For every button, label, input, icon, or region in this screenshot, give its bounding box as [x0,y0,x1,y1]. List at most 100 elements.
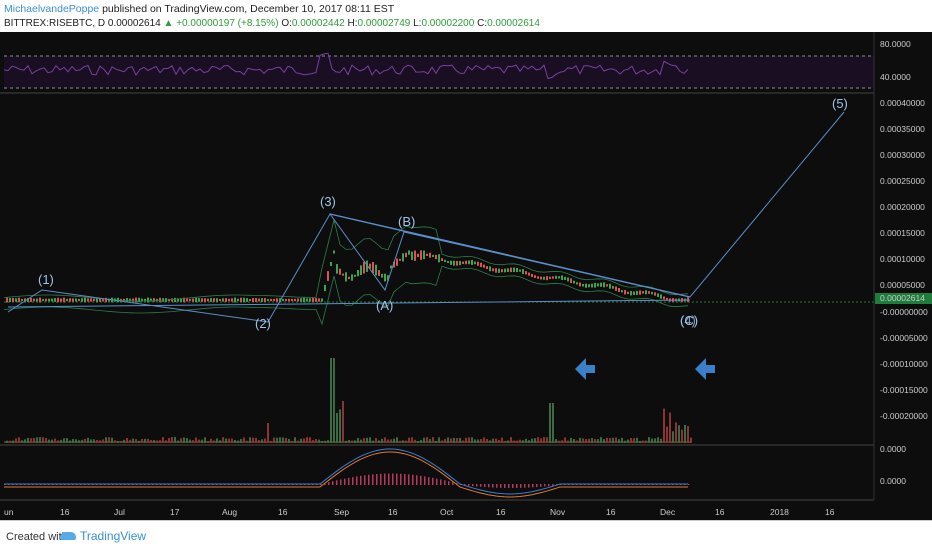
macd-histogram-bar [552,484,554,486]
macd-histogram-bar [380,473,382,485]
volume-bar [435,440,437,443]
candle [246,298,248,302]
candle [327,271,329,281]
candle [84,297,86,303]
volume-bars [4,358,692,443]
candle [129,298,131,302]
volume-bar [24,439,26,443]
candle [63,297,65,303]
price-axis[interactable]: 80.0000 40.0000 0.00040000 0.00035000 0.0003… [875,39,932,486]
volume-bar [405,440,407,443]
macd-histogram-bar [360,475,362,485]
candle [231,298,233,302]
volume-bar [99,440,101,443]
candle [360,265,362,276]
author-link[interactable]: MichaelvandePoppe [4,3,100,15]
candle [189,298,191,302]
candle [408,250,410,255]
volume-bar [591,438,593,443]
close-value: 0.00002614 [487,18,540,29]
macd-histogram-bar [524,484,526,488]
candle [243,297,245,303]
macd-histogram-bar [388,473,390,485]
volume-bar [417,440,419,443]
macd-histogram-bar [344,478,346,485]
candle [513,267,515,273]
volume-bar [198,439,200,443]
macd-histogram-bar [548,484,550,487]
left-arrow-icon [575,358,595,380]
candle [141,298,143,302]
candle [369,263,371,269]
volume-bar [189,439,191,443]
candle [312,297,314,303]
volume-bar [588,438,590,443]
candle [102,298,104,302]
volume-bar [213,440,215,443]
candle [198,298,200,302]
volume-bar [483,437,485,443]
volume-bar [642,440,644,443]
candle [30,297,32,303]
candle [294,298,296,302]
volume-bar [258,440,260,443]
volume-bar [51,439,53,443]
candle [99,298,101,302]
volume-bar [585,439,587,443]
volume-bar [348,440,350,443]
candle [648,291,650,294]
volume-bar [414,439,416,443]
current-price-badge [875,293,932,304]
candle [654,292,656,296]
price-axis-label: 0.00020000 [880,202,925,212]
time-axis[interactable]: un 16 Jul 17 Aug 16 Sep 16 Oct 16 Nov 16 Dec 16 2018 16 [4,507,835,517]
volume-bar [597,439,599,443]
candle [297,298,299,302]
candle [657,293,659,298]
candle [594,282,596,288]
triangle-lower-line [7,299,691,308]
volume-bar [351,440,353,443]
candle [33,298,35,302]
volume-bar [501,437,503,443]
volume-bar [648,437,650,443]
chart-area[interactable]: 80.0000 40.0000 0.00040000 0.00035000 0.0003… [0,32,932,520]
macd-histogram-bar [440,479,442,485]
candle [447,260,449,264]
macd-histogram-bar [408,474,410,485]
price-pane [3,219,874,326]
volume-bar [84,438,86,443]
candle [384,273,386,282]
candle [666,297,668,301]
price-axis-label: 0.00035000 [880,124,925,134]
candle [591,283,593,288]
time-axis-label: Nov [550,507,566,517]
created-with-text: Created with [6,531,68,543]
candle [222,298,224,302]
candle [642,291,644,294]
candle [393,261,395,268]
candle [516,268,518,273]
candle [552,276,554,279]
candle [543,276,545,280]
candle [195,297,197,303]
volume-bar [294,437,296,443]
candle [576,282,578,285]
macd-histogram-bar [376,474,378,485]
candle [549,276,551,279]
volume-bar [45,437,47,443]
volume-bar [66,438,68,443]
candle [495,268,497,273]
candle [564,276,566,280]
candle [540,276,542,280]
volume-bar [333,358,335,443]
volume-bar [408,437,410,443]
volume-bar [456,438,458,443]
volume-bar [513,440,515,443]
volume-bar [603,439,605,443]
candle [240,297,242,303]
candle [306,298,308,302]
tradingview-brand[interactable]: TradingView [60,529,146,543]
rsi-band [4,56,874,88]
macd-histogram-bar [464,484,466,486]
